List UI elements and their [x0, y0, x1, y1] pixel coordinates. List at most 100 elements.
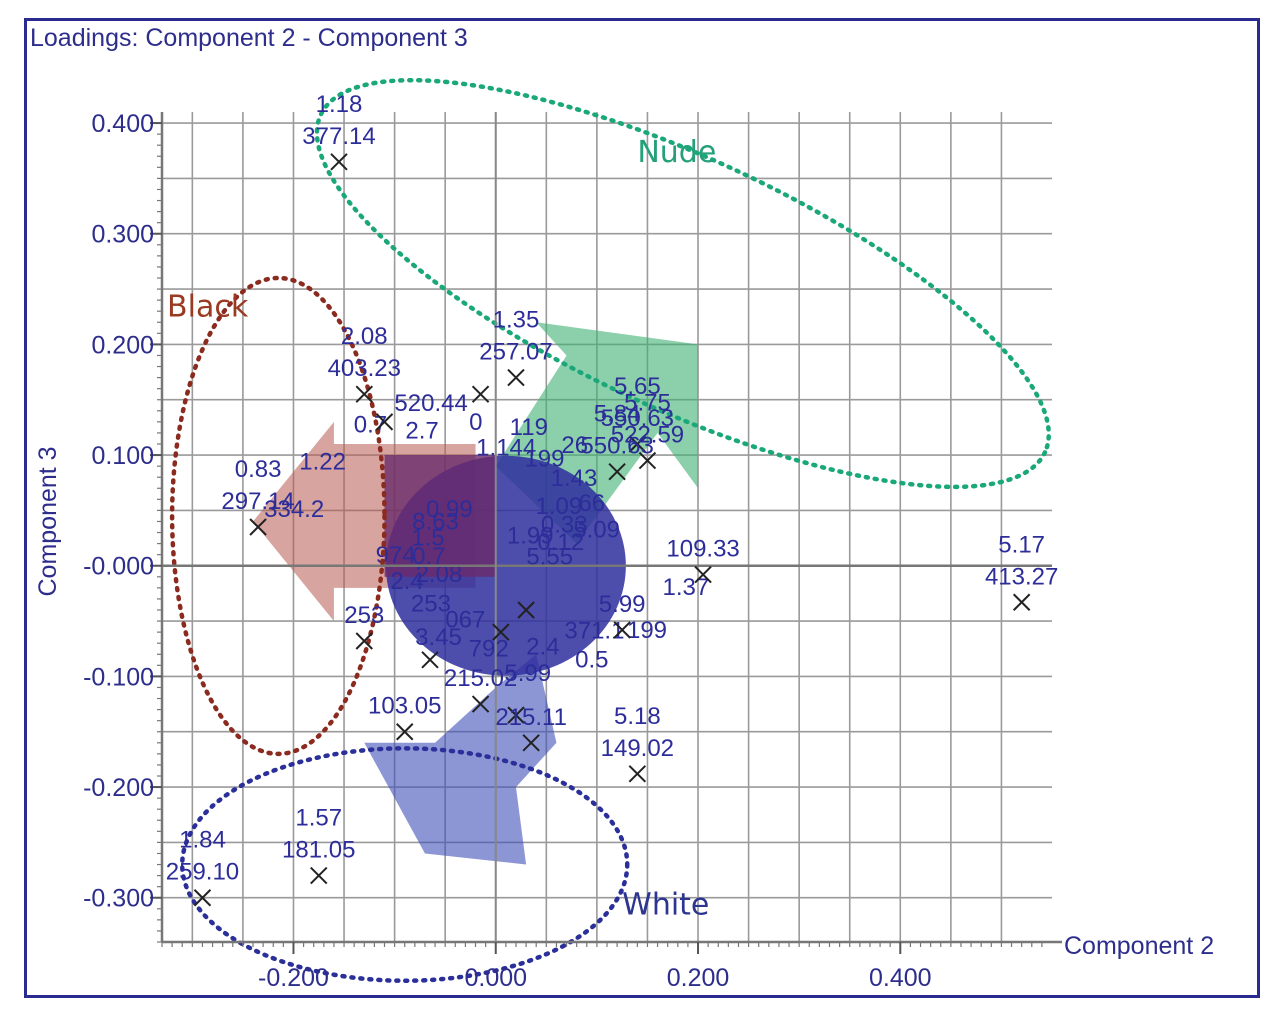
- point-marker: [421, 651, 439, 669]
- point-marker: [330, 153, 348, 171]
- group-ellipse-nude: [314, 77, 1051, 490]
- data-point: [310, 866, 328, 885]
- data-point: [638, 451, 657, 470]
- data-point: [193, 889, 212, 907]
- point-label-2: 215.11: [495, 704, 567, 731]
- cluster-label: 2.7: [405, 418, 438, 445]
- cluster-label: 1.5: [411, 525, 444, 552]
- chart-title: Loadings: Component 2 - Component 3: [30, 24, 468, 52]
- point-marker: [522, 734, 540, 752]
- cluster-label: 199: [627, 617, 667, 644]
- point-label-2: 149.02: [601, 735, 674, 762]
- point-marker: [1012, 593, 1031, 611]
- cluster-label: 66: [578, 490, 605, 517]
- cluster-label: 1.43: [551, 465, 598, 492]
- point-marker: [694, 565, 712, 584]
- point-marker: [249, 518, 267, 536]
- point-marker: [492, 623, 510, 641]
- cluster-label: 067: [445, 606, 485, 633]
- y-tick-label: -0.100: [83, 663, 154, 691]
- cluster-label: 5.99: [504, 660, 551, 687]
- point-marker: [628, 765, 647, 783]
- data-point: [628, 435, 647, 453]
- point-marker: [375, 413, 394, 431]
- cluster-label: 792: [469, 636, 509, 663]
- axes: 0.400 0.300 0.200 0.100 -0.000 -0.100 -0.200 -0…: [34, 110, 1214, 992]
- point-marker: [628, 435, 647, 453]
- y-tick-label: 0.100: [91, 442, 154, 470]
- cluster-label: 0: [469, 409, 482, 436]
- data-point: [355, 385, 373, 403]
- data-point: [522, 734, 540, 752]
- cluster-label: 0.12: [537, 529, 584, 556]
- group-label-nude: Nude: [637, 135, 716, 170]
- point-label-2: 103.05: [368, 693, 441, 720]
- labels: 1.18 377.14 0.83 297.14 1.84 259.10 1.57 181.05…: [166, 91, 1059, 886]
- cluster-label: 3.45: [415, 624, 462, 651]
- point-label-2: 259.10: [166, 859, 239, 886]
- cluster-label: 0.33: [541, 511, 588, 538]
- point-label-2: 181.05: [282, 837, 355, 864]
- point-label-1: 5.65: [614, 373, 661, 400]
- x-tick-label: 0.200: [667, 964, 730, 992]
- data-point: [396, 723, 414, 741]
- data-point: [375, 413, 394, 431]
- point-marker: [193, 889, 212, 907]
- point-marker: [613, 621, 631, 639]
- cluster-label: 334.2: [264, 496, 324, 523]
- cluster-label: 199: [524, 446, 564, 473]
- x-tick-label: -0.200: [258, 964, 329, 992]
- data-point: [628, 765, 647, 783]
- point-marker: [310, 866, 328, 885]
- point-label-2: 257.07: [479, 339, 552, 366]
- point-label-2: 403.23: [328, 355, 401, 382]
- cluster-label: 1.22: [299, 448, 346, 475]
- point-marker: [517, 601, 535, 619]
- y-tick-label: -0.000: [83, 553, 154, 581]
- data-point: [249, 518, 267, 536]
- cluster-label: 2.4: [526, 634, 559, 661]
- cluster-label: 1.99: [507, 523, 554, 550]
- point-marker: [507, 368, 525, 387]
- chart-frame: [24, 18, 1260, 998]
- x-tick-label: 0.400: [869, 964, 932, 992]
- point-marker: [471, 695, 490, 713]
- points: [193, 153, 1031, 907]
- point-label-2: 297.14: [221, 488, 294, 515]
- point-marker: [507, 706, 525, 724]
- data-point: [492, 623, 510, 641]
- y-axis-label: Component 3: [34, 446, 62, 596]
- point-marker: [638, 451, 657, 470]
- y-tick-label: 0.300: [91, 221, 154, 249]
- point-label-1: 1.35: [493, 307, 540, 334]
- cluster-label: 5.09: [573, 516, 620, 543]
- y-tick-label: 0.400: [91, 110, 154, 138]
- group-ellipses: Nude Black White: [167, 77, 1051, 983]
- cluster-label: 0.5: [575, 646, 608, 673]
- data-point: [330, 153, 348, 171]
- point-label-1: 5.84: [594, 401, 641, 428]
- data-point: [608, 462, 626, 481]
- cluster-label: 1.144: [476, 435, 536, 462]
- point-label-2: 413.27: [985, 563, 1058, 590]
- point-label-2: 215.02: [444, 665, 517, 692]
- point-marker: [355, 385, 373, 403]
- point-marker: [471, 385, 490, 403]
- point-label-2: 522.59: [611, 422, 684, 449]
- point-label-2: 109.33: [666, 536, 739, 563]
- data-point: [355, 632, 373, 650]
- group-ellipse-black: [169, 275, 387, 757]
- point-label-2: 253: [344, 602, 384, 629]
- cluster-label: 253: [411, 591, 451, 618]
- point-label-2: 550.63: [601, 405, 674, 432]
- data-point: [507, 706, 525, 724]
- point-label-1: 1.18: [316, 91, 363, 118]
- point-marker: [355, 632, 373, 650]
- cluster-label: 1.09: [535, 493, 582, 520]
- cluster-label: 520.44: [394, 390, 467, 417]
- cluster-label: 119: [510, 414, 548, 441]
- cluster-label: 1.37: [663, 574, 710, 601]
- data-point: [507, 368, 525, 387]
- x-axis-label: Component 2: [1064, 932, 1214, 960]
